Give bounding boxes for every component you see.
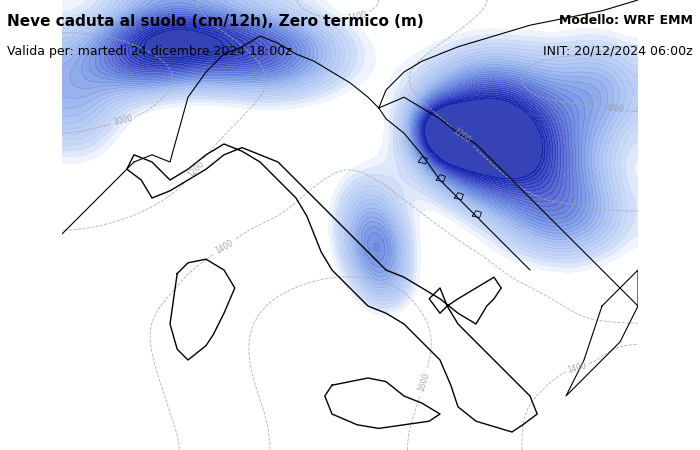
- Text: INIT: 20/12/2024 06:00z: INIT: 20/12/2024 06:00z: [543, 45, 693, 58]
- Text: 1200: 1200: [452, 126, 472, 145]
- Text: 1400: 1400: [214, 238, 235, 256]
- Text: 1400: 1400: [567, 361, 588, 375]
- Text: 1200: 1200: [186, 159, 206, 179]
- Text: 1400: 1400: [346, 10, 368, 23]
- Text: 1000: 1000: [603, 103, 624, 114]
- Text: 1000: 1000: [112, 114, 133, 127]
- Text: 1600: 1600: [416, 372, 431, 393]
- Text: Valida per: martedi 24 dicembre 2024 18:00z: Valida per: martedi 24 dicembre 2024 18:…: [7, 45, 292, 58]
- Text: Neve caduta al suolo (cm/12h), Zero termico (m): Neve caduta al suolo (cm/12h), Zero term…: [7, 14, 424, 28]
- Text: Modello: WRF EMM: Modello: WRF EMM: [559, 14, 693, 27]
